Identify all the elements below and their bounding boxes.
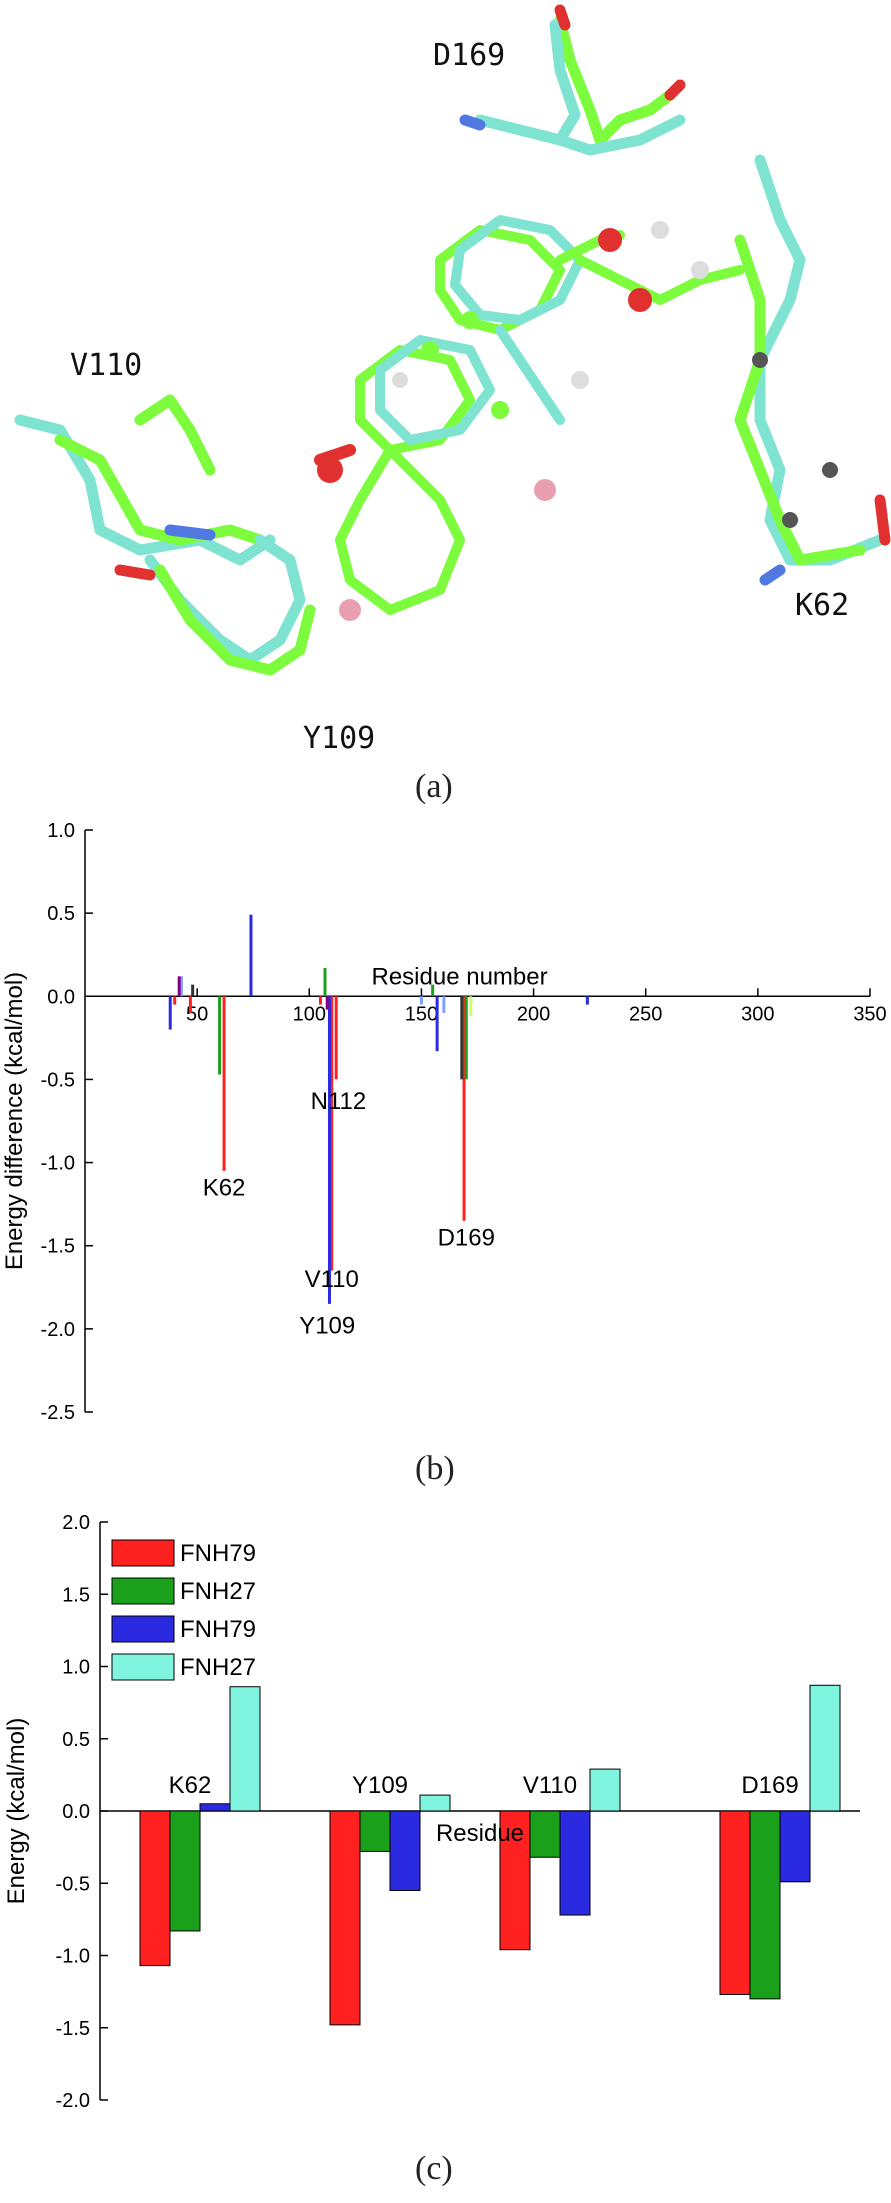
energy-bar [389,1810,421,1891]
atom-spheres [317,221,838,621]
energy-bar [199,1803,231,1812]
energy-difference-chart: 1.00.50.0-0.5-1.0-1.5-2.0-2.5 50 100 150 20… [1,820,887,1424]
y-tick-label: -0.5 [56,1873,90,1895]
y-tick-label: 2.0 [62,1512,90,1534]
category-label: K62 [169,1772,212,1799]
category-label: V110 [523,1772,577,1799]
annotations: K62 N112 V110 Y109 D169 [203,1088,495,1339]
energy-bar [229,1686,261,1812]
energy-bar [139,1810,171,1967]
energy-bar [169,1810,201,1932]
energy-bar [529,1810,561,1858]
residue-annotation: D169 [438,1224,495,1251]
ligand-sticks [314,215,745,615]
legend-label: FNH27 [180,1654,256,1681]
y-tick-label: 0.0 [62,1801,90,1823]
legend-swatch [111,1539,175,1567]
energy-bar [359,1810,391,1852]
energy-bar [719,1810,751,1996]
residue-annotation: K62 [203,1175,246,1202]
x-axis-label: Residue number [372,963,548,990]
panel-b: 1.0 0.5 0.0 -0.5 -1.0 -1.5 -2.0 -2.5 50 100 150 20… [0,810,891,1510]
x-axis-label: Residue [436,1820,524,1847]
caption-b: (b) [415,1450,455,1487]
residue-energy-chart: 2.0 1.5 1.0 0.5 0.0 -0.5 -1.0 -1.5 -2.0 K62 Y109 V… [3,1512,860,2112]
label-v110: V110 [70,348,142,383]
y-tick-label: 0.0 [47,986,75,1008]
k62-residue-sticks [734,154,891,586]
grouped-bars [139,1684,841,2026]
legend-label: FNH79 [180,1540,256,1567]
x-axis: 50 100 150 200 250 300 350 [85,988,887,1025]
energy-bar [419,1794,451,1812]
y-tick-label: -2.0 [41,1319,75,1341]
y-tick-label: 1.0 [62,1657,90,1679]
energy-bar [559,1810,591,1916]
category-labels: K62 Y109 V110 D169 [169,1772,799,1799]
panel-a: D169 V110 K62 Y109 (a) [0,0,891,810]
legend-label: FNH27 [180,1578,256,1605]
legend-swatch [111,1653,175,1681]
x-tick-label: 150 [405,1003,438,1025]
legend-label: FNH79 [180,1616,256,1643]
category-label: D169 [741,1772,798,1799]
x-tick-label: 350 [853,1003,886,1025]
y-axis: 1.0 0.5 0.0 -0.5 -1.0 -1.5 -2.0 -2.5 [41,820,93,1424]
legend: FNH79 FNH27 FNH79 FNH27 [111,1539,256,1681]
y-tick-label: -1.5 [41,1236,75,1258]
panel-c: 2.0 1.5 1.0 0.5 0.0 -0.5 -1.0 -1.5 -2.0 K62 Y109 V… [0,1510,891,2203]
v110-y109-residue-sticks [14,394,316,676]
energy-bar [749,1810,781,2000]
residue-annotation: N112 [311,1088,367,1115]
x-tick-label: 300 [741,1003,774,1025]
caption-a: (a) [415,768,453,805]
y-tick-label: -1.0 [41,1153,75,1175]
residue-annotation: V110 [305,1266,359,1293]
x-tick-label: 200 [517,1003,550,1025]
label-k62: K62 [795,588,849,623]
y-tick-label: -2.5 [41,1402,75,1424]
y-tick-label: 0.5 [62,1729,90,1751]
caption-c: (c) [415,2150,453,2187]
x-tick-label: 250 [629,1003,662,1025]
d169-residue-sticks [459,4,686,156]
energy-bar [329,1810,361,2026]
x-tick-label: 100 [293,1003,326,1025]
y-axis-label: Energy difference (kcal/mol) [1,972,28,1270]
y-tick-label: -2.0 [56,2090,90,2112]
residue-bars [168,914,589,1304]
y-tick-label: -1.0 [56,1946,90,1968]
y-axis-label: Energy (kcal/mol) [3,1718,30,1905]
legend-swatch [111,1615,175,1643]
label-d169: D169 [433,38,505,73]
legend-swatch [111,1577,175,1605]
label-y109: Y109 [303,721,375,756]
energy-bar [779,1810,811,1883]
y-tick-label: 1.0 [47,820,75,842]
category-label: Y109 [352,1772,408,1799]
residue-annotation: Y109 [299,1313,355,1340]
energy-bar [809,1684,841,1812]
molecular-structure-image: D169 V110 K62 Y109 [14,4,891,756]
y-tick-label: 0.5 [47,903,75,925]
y-tick-label: 1.5 [62,1584,90,1606]
y-tick-label: -0.5 [41,1069,75,1091]
energy-bar [589,1768,621,1812]
energy-bar [499,1810,531,1951]
y-tick-label: -1.5 [56,2018,90,2040]
